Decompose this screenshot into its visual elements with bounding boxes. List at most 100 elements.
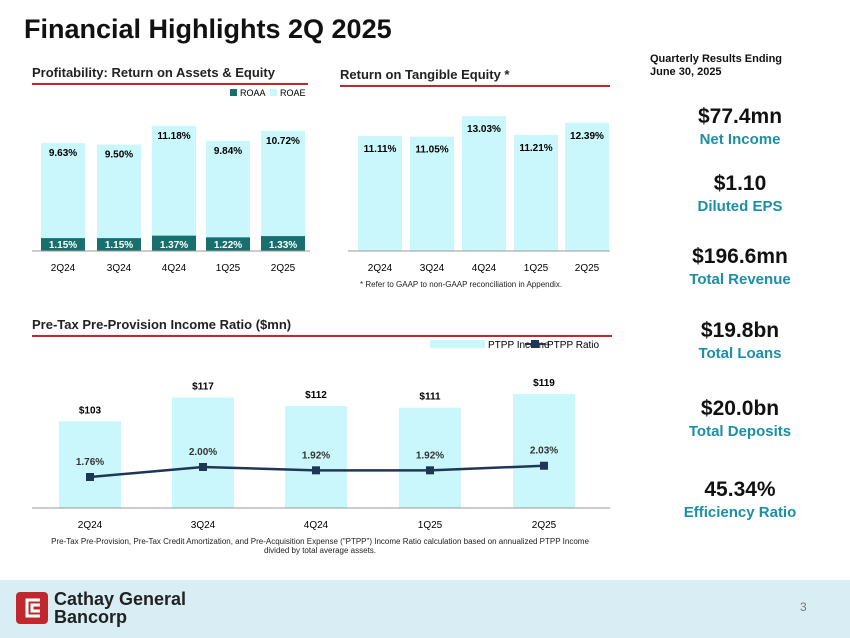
ptpp-ratio-marker [199,462,207,471]
page-number: 3 [800,600,807,614]
quarter-header: Quarterly Results Ending June 30, 2025 [650,53,782,79]
x-tick-label: 1Q25 [418,520,443,530]
kpi-label: Efficiency Ratio [683,504,797,521]
roaa-bar [41,238,85,251]
cathay-logo-icon [16,592,48,624]
x-tick-label: 2Q24 [368,263,393,274]
ptpp-income-label: $119 [533,378,555,389]
x-tick-label: 3Q24 [191,520,216,530]
roaa-label: 1.15% [105,240,133,251]
ptpp-income-bar [59,421,121,508]
ptpp-income-label: $111 [419,392,441,403]
kpi-net-income: $77.4mn Net Income [640,105,840,148]
kpi-total-revenue: $196.6mn Total Revenue [640,245,840,288]
ptpp-income-label: $112 [305,390,327,401]
quarter-header-line2: June 30, 2025 [650,66,722,78]
ptpp-income-bar [399,407,461,508]
roae-label: 11.18% [157,131,190,142]
x-tick-label: 4Q24 [162,263,187,274]
x-tick-label: 1Q25 [524,263,549,274]
ptpp-ratio-label: 1.92% [416,450,444,461]
roa-roe-chart: ROAA ROAE 9.63% 1.15% 2Q24 9.50% 1.15% 3Q24 11.1… [32,88,310,274]
ptpp-ratio-marker [312,466,320,475]
ptpp-ratio-label: 1.92% [302,450,330,461]
x-tick-label: 3Q24 [107,263,132,274]
roaa-label: 1.33% [269,240,297,251]
legend-label-roaa: ROAA [240,88,266,98]
kpi-total-deposits: $20.0bn Total Deposits [640,397,840,440]
ptpp-ratio-marker [540,461,548,470]
x-tick-label: 4Q24 [472,263,497,274]
ptpp-income-bar [172,397,234,508]
kpi-value: $20.0bn [700,397,780,420]
kpi-total-loans: $19.8bn Total Loans [640,319,840,362]
ptpp-ratio-label: 1.76% [76,457,104,468]
footer: Cathay General Bancorp 3 [0,580,850,638]
roaa-label: 1.15% [49,240,77,251]
ptpp-income-bar [285,406,347,508]
legend-marker-ptpp-ratio [531,340,539,348]
legend-swatch-roae [270,89,277,96]
x-tick-label: 1Q25 [216,263,241,274]
roae-bar [97,144,141,251]
roaa-bar [97,238,141,251]
x-tick-label: 4Q24 [304,520,329,530]
roae-label: 10.72% [266,136,300,147]
kpi-value: $19.8bn [700,319,780,342]
rote-bar [358,136,402,251]
rote-bar [462,116,506,251]
logo-text: Cathay General Bancorp [54,590,186,626]
kpi-label: Diluted EPS [697,198,783,215]
x-tick-label: 2Q25 [575,263,600,274]
x-tick-label: 3Q24 [420,263,445,274]
x-tick-label: 2Q24 [78,520,103,530]
kpi-label: Net Income [699,131,781,148]
kpi-label: Total Loans [698,345,782,362]
roaa-label: 1.37% [160,240,188,251]
logo-line1: Cathay General [54,589,187,609]
ptpp-title: Pre-Tax Pre-Provision Income Ratio ($mn) [32,317,612,337]
roae-label: 9.84% [214,146,242,157]
rote-chart: 11.11% 2Q24 11.05% 3Q24 13.03% 4Q24 11.21% 1Q25… [348,116,610,274]
roae-bar [206,140,250,251]
roaa-bar [206,237,250,251]
kpi-value: 45.34% [704,478,776,501]
legend-label-ptpp-income: PTPP Income [488,340,550,351]
kpi-label: Total Deposits [688,423,792,440]
roae-bar [152,125,196,251]
legend-label-roae: ROAE [280,88,306,98]
ptpp-income-bar [513,394,575,508]
rote-title: Return on Tangible Equity * [340,67,610,87]
ptpp-ratio-marker [86,473,94,481]
rote-label: 13.03% [467,124,501,135]
ptpp-ratio-marker [426,466,434,475]
rote-bar [514,134,558,251]
roa-roe-title: Profitability: Return on Assets & Equity [32,65,308,85]
kpi-value: $196.6mn [692,245,788,268]
roae-bar [261,130,305,251]
x-tick-label: 2Q25 [271,263,296,274]
ptpp-income-label: $103 [79,405,102,416]
roaa-bar [261,236,305,251]
roae-label: 9.63% [49,148,77,159]
roaa-label: 1.22% [214,240,242,251]
rote-label: 11.11% [364,144,397,155]
kpi-value: $77.4mn [697,105,783,128]
roaa-bar [152,235,196,251]
legend-swatch-roaa [230,89,237,96]
logo-line2: Bancorp [54,607,128,627]
rote-note: * Refer to GAAP to non-GAAP reconciliati… [360,280,563,289]
x-tick-label: 2Q24 [51,263,76,274]
quarter-header-line1: Quarterly Results Ending [650,53,783,65]
kpi-efficiency-ratio: 45.34% Efficiency Ratio [640,478,840,521]
rote-bar [410,136,454,251]
kpi-label: Total Revenue [689,271,791,288]
page-title: Financial Highlights 2Q 2025 [24,14,392,44]
kpi-value: $1.10 [713,172,767,195]
rote-label: 11.21% [519,143,552,154]
ptpp-note: Pre-Tax Pre-Provision, Pre-Tax Credit Am… [51,537,589,555]
legend-swatch-ptpp-income [430,340,485,348]
ptpp-ratio-label: 2.03% [530,446,558,457]
legend-label-ptpp-ratio: PTPP Ratio [547,340,599,351]
